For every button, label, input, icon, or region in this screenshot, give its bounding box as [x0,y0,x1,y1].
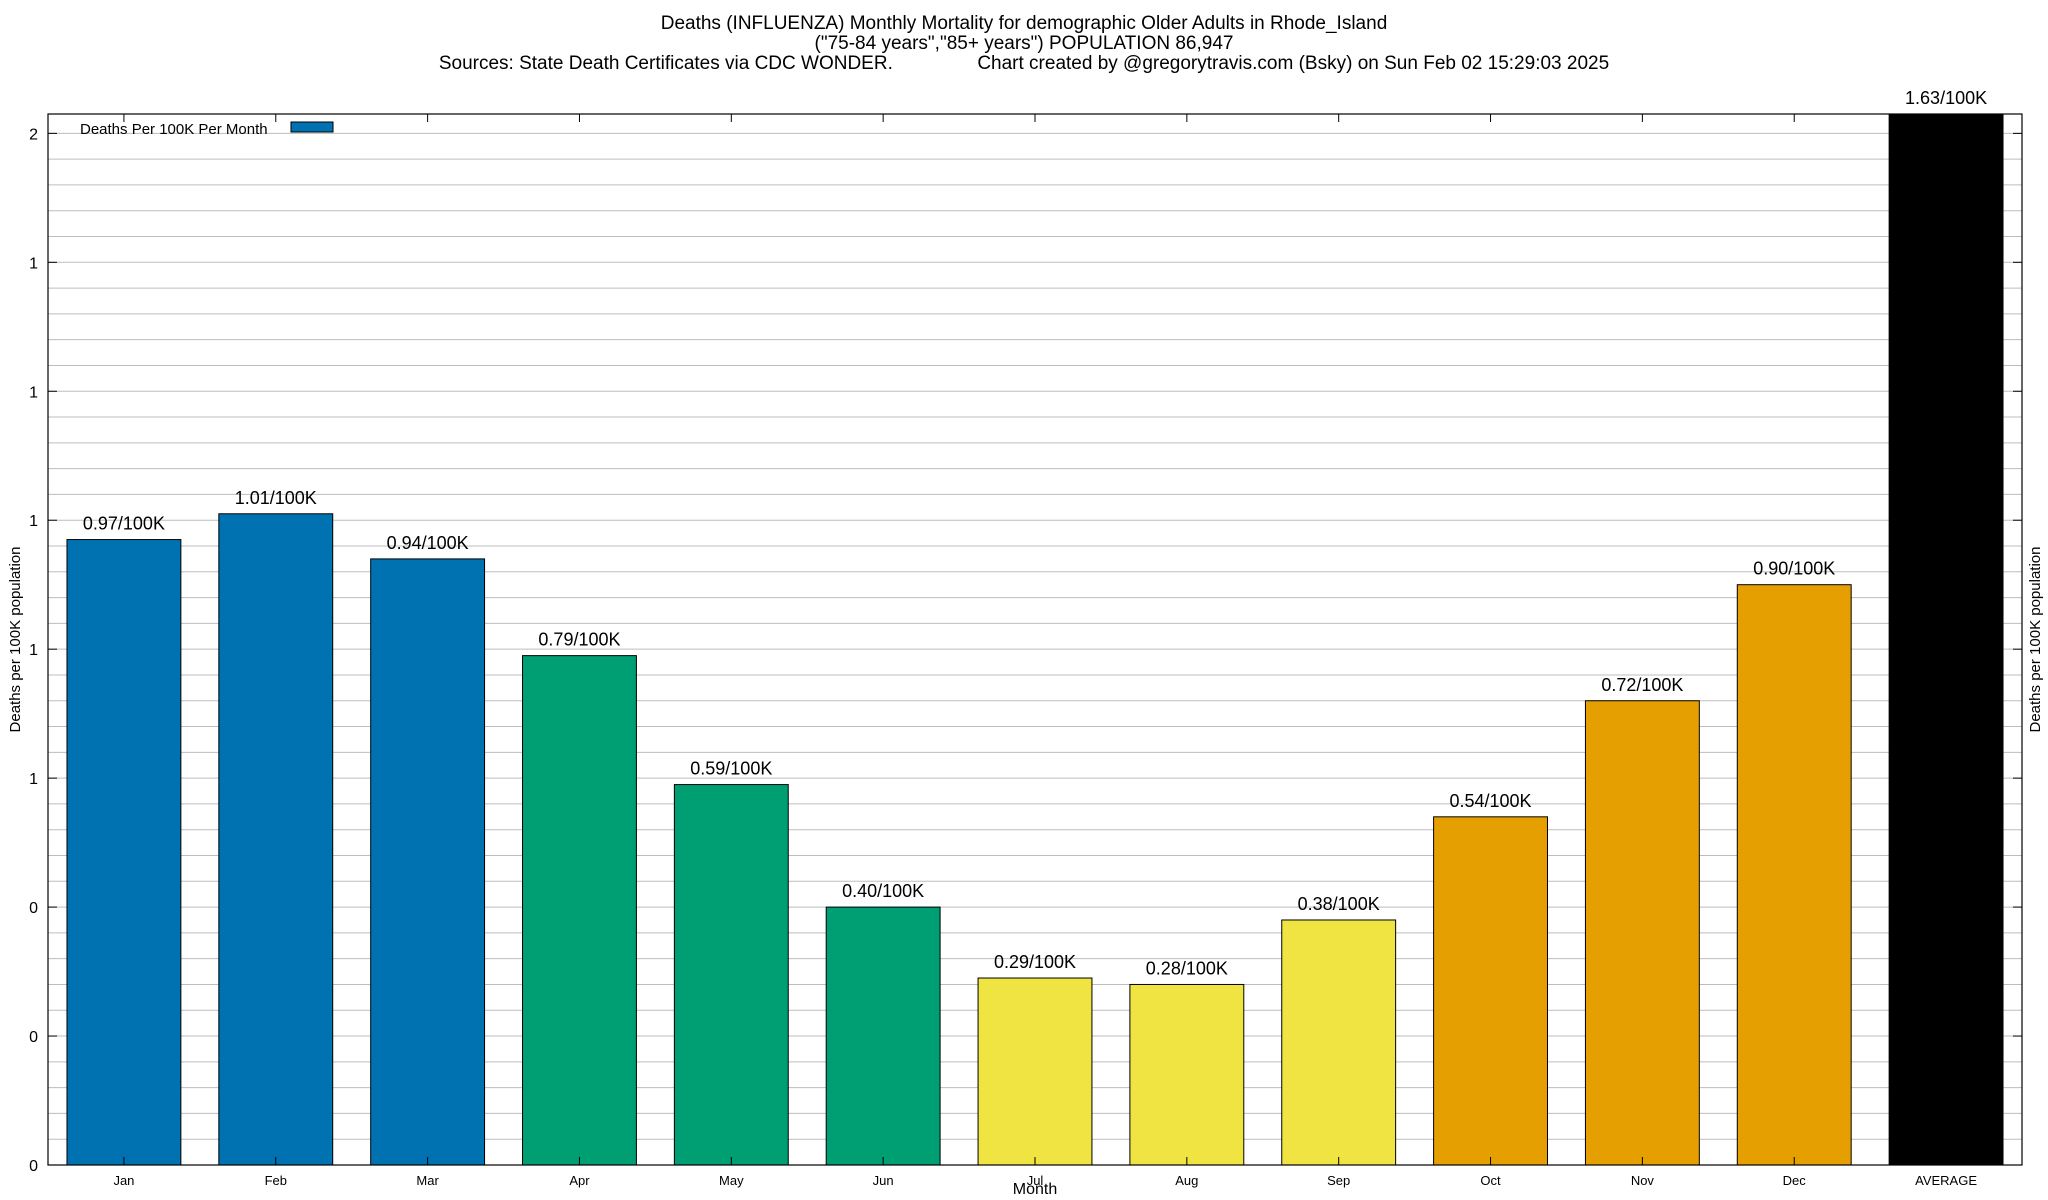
x-axis-label: Month [1013,1181,1057,1198]
bar-oct [1433,816,1548,1166]
bar-feb [218,513,334,1166]
data-label-may: 0.59/100K [690,759,772,779]
bars [66,113,2004,1166]
data-label-jun: 0.40/100K [842,881,924,901]
y-tick-label: 0 [29,1158,38,1175]
bar-apr [522,655,637,1166]
data-label-jan: 0.97/100K [83,514,165,534]
x-tick-label-jun: Jun [873,1173,894,1188]
legend-label: Deaths Per 100K Per Month [80,121,268,138]
y-tick-label: 1 [29,642,38,659]
data-label-dec: 0.90/100K [1753,559,1835,579]
y-tick-label: 0 [29,1029,38,1046]
y-tick-label: 1 [29,384,38,401]
y-tick-label: 0 [29,900,38,917]
x-tick-label-aug: Aug [1175,1173,1198,1188]
data-label-feb: 1.01/100K [235,488,317,508]
y-axis-label-right: Deaths per 100K population [2027,547,2044,733]
x-tick-label-sep: Sep [1327,1173,1350,1188]
legend: Deaths Per 100K Per Month [80,121,334,138]
bar-sep [1281,919,1397,1166]
y-tick-label: 1 [29,255,38,272]
bar-average [1888,113,2004,1166]
bar-mar [370,558,486,1166]
data-label-sep: 0.38/100K [1298,894,1380,914]
data-label-jul: 0.29/100K [994,952,1076,972]
y-axis-label: Deaths per 100K population [7,547,24,733]
legend-swatch [290,121,334,133]
x-tick-label-jan: Jan [113,1173,134,1188]
bar-may [673,784,789,1166]
x-tick-label-may: May [719,1173,744,1188]
chart-title-line-2: ("75-84 years","85+ years") POPULATION 8… [814,33,1234,54]
data-label-average: 1.63/100K [1905,88,1987,108]
bar-jan [66,539,182,1166]
y-tick-label: 1 [29,513,38,530]
x-tick-label-apr: Apr [569,1173,590,1188]
x-tick-label-mar: Mar [416,1173,439,1188]
chart-title-line-3: Sources: State Death Certificates via CD… [438,53,1610,74]
x-tick-label-oct: Oct [1480,1173,1501,1188]
chart-title-line-1: Deaths (INFLUENZA) Monthly Mortality for… [660,13,1388,34]
data-label-apr: 0.79/100K [538,630,620,650]
x-tick-label-nov: Nov [1631,1173,1655,1188]
y-tick-label: 2 [29,126,38,143]
bar-jun [825,906,941,1166]
x-tick-label-dec: Dec [1783,1173,1807,1188]
y-tick-label: 1 [29,771,38,788]
bar-aug [1129,983,1245,1166]
bar-jul [977,977,1093,1166]
data-label-aug: 0.28/100K [1146,958,1228,978]
data-label-oct: 0.54/100K [1449,791,1531,811]
data-label-nov: 0.72/100K [1601,675,1683,695]
x-tick-label-jul: Jul [1027,1173,1044,1188]
axes [47,113,2023,1166]
bar-nov [1584,700,1700,1166]
data-label-mar: 0.94/100K [387,533,469,553]
x-tick-label-feb: Feb [265,1173,287,1188]
chart-title: Deaths (INFLUENZA) Monthly Mortality for… [0,14,2048,74]
x-tick-label-average: AVERAGE [1915,1173,1977,1188]
bar-dec [1736,584,1852,1166]
labels: 0.97/100K Jan 1.01/100K Feb 0.94/100K Mar 0.79… [7,88,2044,1198]
